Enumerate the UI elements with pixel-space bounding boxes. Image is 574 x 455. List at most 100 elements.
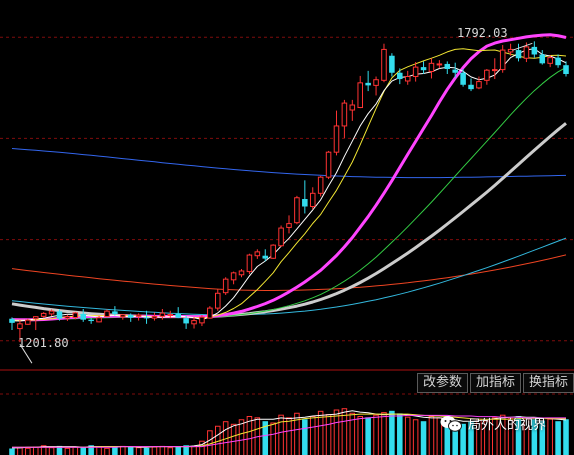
- candle: [48, 309, 55, 316]
- candle: [96, 315, 102, 323]
- candle: [32, 316, 39, 331]
- candle-body: [325, 151, 332, 178]
- volume-bar: [555, 421, 561, 455]
- volume-bar: [333, 409, 340, 455]
- candle-body: [72, 312, 79, 319]
- candle-body: [262, 255, 269, 259]
- add-indicator-button[interactable]: 加指标: [469, 373, 521, 393]
- volume-bar: [507, 417, 514, 455]
- volume-bar: [64, 447, 71, 455]
- volume-bar: [48, 447, 55, 455]
- volume-ma-vma20: [12, 414, 566, 448]
- volume-bar: [9, 448, 15, 455]
- candle-body: [563, 65, 569, 75]
- candle: [262, 249, 269, 262]
- volume-bar: [499, 414, 506, 455]
- candle-body: [397, 72, 403, 80]
- candle-body: [167, 314, 174, 317]
- candle: [72, 311, 79, 320]
- volume-bar: [25, 447, 31, 455]
- volume-bar: [531, 419, 538, 455]
- candle-body: [420, 67, 427, 71]
- volume-bar: [412, 419, 419, 455]
- candle: [230, 271, 237, 285]
- candle-body: [9, 318, 15, 323]
- candle-body: [365, 82, 371, 86]
- volume-bar: [389, 410, 395, 455]
- volume-bar: [278, 414, 284, 455]
- high-marker-arrow: [512, 42, 533, 51]
- candle: [167, 310, 174, 319]
- volume-bar: [88, 445, 94, 455]
- volume-bar: [191, 445, 197, 455]
- candle-body: [64, 315, 71, 319]
- candle: [389, 53, 395, 77]
- candle: [104, 309, 110, 318]
- ma-line-ma500: [11, 148, 567, 179]
- candle-body: [555, 57, 561, 66]
- volume-bar: [468, 421, 474, 455]
- volume-bar: [365, 417, 371, 455]
- candle-body: [515, 50, 522, 59]
- candle: [56, 309, 63, 321]
- volume-bar: [309, 416, 316, 455]
- volume-bar: [270, 422, 276, 455]
- candle: [547, 55, 553, 68]
- candle: [317, 175, 324, 197]
- ma-line-ma120: [11, 237, 567, 316]
- candle: [460, 68, 466, 87]
- volume-bar: [151, 446, 158, 455]
- volume-bar: [444, 419, 451, 455]
- candle-body: [389, 55, 395, 73]
- candle: [199, 315, 205, 327]
- candle: [64, 314, 71, 321]
- candle: [9, 317, 15, 331]
- candle: [404, 70, 411, 85]
- candle: [484, 68, 490, 85]
- candle-body: [96, 317, 102, 323]
- candle-body: [254, 251, 261, 257]
- candle-body: [286, 223, 292, 228]
- ma-line-ma5: [11, 48, 567, 322]
- candle-body: [309, 192, 316, 207]
- volume-bar: [539, 420, 546, 455]
- switch-indicator-button[interactable]: 换指标: [522, 373, 574, 393]
- volume-bar: [262, 421, 269, 455]
- candle-body: [48, 310, 55, 315]
- candle-body: [127, 314, 134, 318]
- candlesticks: [9, 41, 569, 343]
- volume-bar: [460, 423, 466, 455]
- candle: [468, 78, 474, 92]
- volume-bar: [96, 446, 102, 455]
- candle-body: [88, 319, 94, 322]
- candle: [507, 43, 514, 56]
- candle-body: [428, 62, 435, 72]
- volume-bar: [104, 447, 110, 455]
- candle: [183, 315, 189, 329]
- volume-bar: [484, 420, 490, 455]
- candle: [207, 306, 213, 319]
- volume-bar: [397, 413, 403, 455]
- volume-ma-lines: [12, 410, 567, 449]
- volume-bar: [246, 416, 253, 455]
- candle: [238, 269, 245, 278]
- candle: [175, 307, 181, 319]
- candle-body: [547, 57, 553, 64]
- candle: [476, 76, 482, 90]
- candle: [159, 309, 166, 320]
- volume-bar: [56, 445, 63, 455]
- volume-bar: [515, 416, 522, 455]
- candle-body: [32, 316, 39, 320]
- candle-body: [207, 307, 213, 319]
- low-price-label: 1201.80: [18, 336, 69, 350]
- candle: [555, 54, 561, 68]
- volume-bar: [420, 421, 427, 455]
- candle-body: [183, 318, 189, 324]
- candle: [17, 320, 23, 343]
- volume-ma-vma10: [12, 413, 566, 448]
- edit-params-button[interactable]: 改参数: [416, 373, 468, 393]
- candle-body: [215, 292, 221, 309]
- candle-body: [175, 313, 181, 318]
- volume-bar: [302, 419, 308, 455]
